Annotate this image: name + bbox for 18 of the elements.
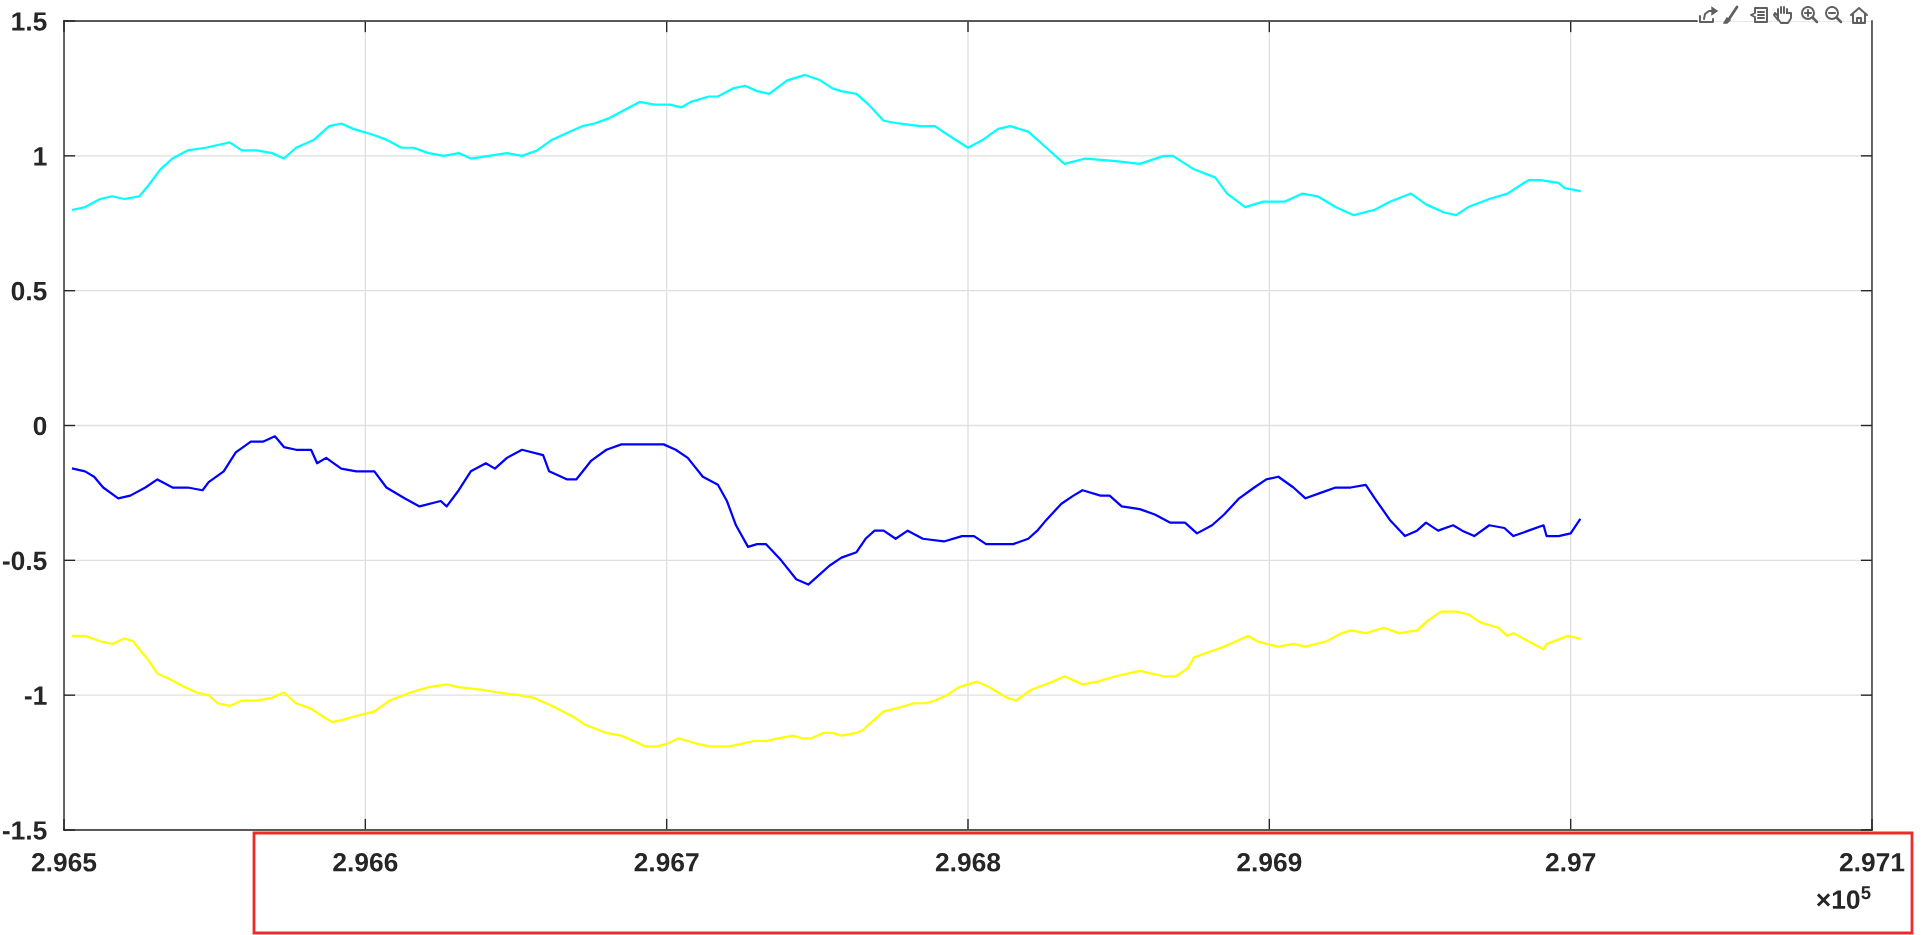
- line-series: [71, 435, 1581, 586]
- y-tick-label: -0.5: [2, 551, 47, 571]
- y-tick-label: -1.5: [2, 821, 47, 840]
- y-tick-label: -1: [24, 686, 47, 705]
- x-tick-label: 2.971: [1839, 852, 1905, 872]
- x-tick-label: 2.967: [634, 852, 699, 872]
- x-tick-label: 2.969: [1237, 852, 1302, 872]
- y-tick-label: 1: [34, 147, 47, 166]
- line-series: [71, 610, 1581, 748]
- y-tick-label: 1.5: [12, 12, 47, 31]
- y-tick-label: 0.5: [11, 281, 47, 301]
- text: ×10$^{5}$: [1816, 886, 1871, 909]
- y-tick-label: 0: [33, 416, 47, 436]
- x-tick-label: 2.965: [31, 852, 97, 872]
- x-tick-label: 2.97: [1545, 852, 1596, 872]
- line-series: [71, 73, 1581, 217]
- x-tick-label: 2.966: [333, 852, 398, 872]
- x-tick-label: 2.968: [935, 852, 1001, 872]
